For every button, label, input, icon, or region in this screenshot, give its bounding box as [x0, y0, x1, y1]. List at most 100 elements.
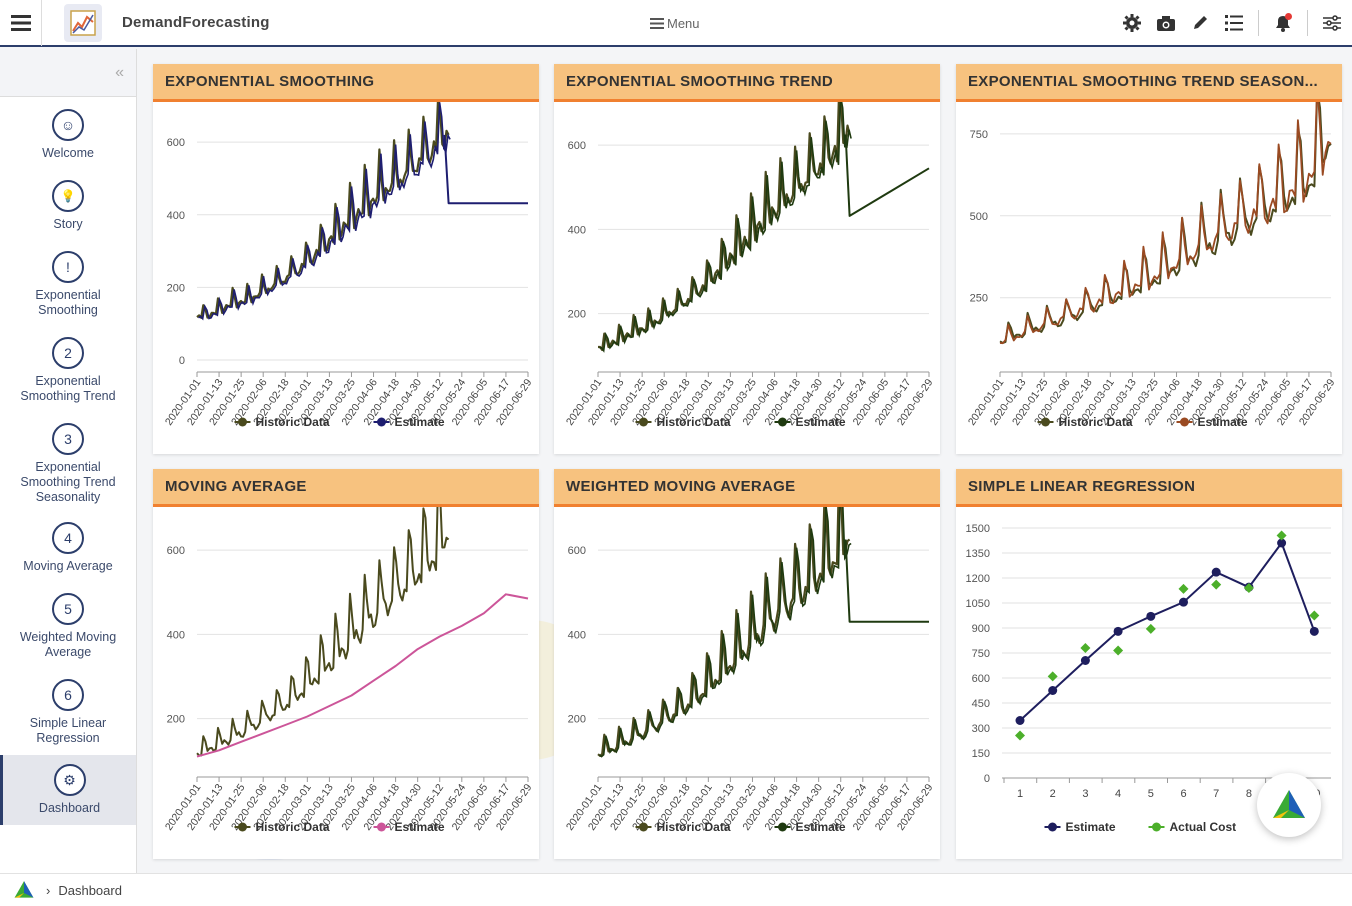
pencil-icon[interactable] — [1190, 11, 1210, 35]
y-tick-label: 400 — [568, 629, 586, 641]
y-tick-label: 600 — [167, 137, 185, 149]
actual-cost-point — [1178, 583, 1189, 594]
gear-icon[interactable] — [1122, 11, 1142, 35]
sidebar-item-label: Exponential Smoothing Trend Seasonality — [20, 460, 116, 504]
x-tick-label: 4 — [1115, 788, 1121, 800]
x-tick-label: 8 — [1246, 788, 1252, 800]
actual-cost-point — [1211, 579, 1222, 590]
legend-marker — [377, 822, 386, 832]
estimate-point — [1015, 716, 1025, 725]
menu-toggle[interactable]: Menu — [650, 16, 700, 31]
actual-cost-point — [1243, 583, 1254, 593]
series-line — [196, 507, 450, 757]
sidebar-item-moving-average[interactable]: 4 Moving Average — [0, 522, 136, 582]
legend-marker — [1180, 417, 1189, 427]
step-2-icon: 2 — [52, 337, 84, 369]
series-line — [597, 507, 851, 757]
sidebar-item-weighted-moving-average[interactable]: 5 Weighted Moving Average — [0, 593, 136, 669]
sidebar-item-welcome[interactable]: ☺ Welcome — [0, 109, 136, 169]
top-bar: DemandForecasting Menu — [0, 0, 1352, 47]
chevron-right-icon: › — [46, 882, 51, 898]
step-1-icon: ! — [52, 251, 84, 283]
y-tick-label: 200 — [568, 309, 586, 321]
actual-cost-point — [1276, 530, 1287, 541]
y-tick-label: 200 — [568, 714, 586, 726]
y-tick-label: 1500 — [966, 523, 990, 535]
x-tick-label: 1 — [1017, 788, 1023, 800]
estimate-point — [1309, 626, 1319, 636]
y-tick-label: 600 — [568, 140, 586, 152]
chart-panel: EXPONENTIAL SMOOTHING TREND SEASON... 25… — [956, 64, 1342, 454]
collapse-sidebar-icon[interactable]: « — [0, 49, 136, 97]
series-line — [599, 102, 852, 353]
actual-cost-point — [1080, 643, 1091, 653]
estimate-point — [1113, 626, 1123, 636]
bell-icon[interactable] — [1273, 11, 1293, 35]
chart-simple-linear-regression: 0 150 300 450 600 750 900 1050 1200 1350 1500 1 2 3 4 5… — [966, 523, 1331, 834]
sidebar-item-exponential-smoothing-trend-seasonality[interactable]: 3 Exponential Smoothing Trend Seasonalit… — [0, 423, 136, 513]
camera-icon[interactable] — [1156, 11, 1176, 35]
y-tick-label: 150 — [972, 748, 990, 760]
y-tick-label: 0 — [984, 773, 990, 785]
y-tick-label: 750 — [972, 648, 990, 660]
y-tick-label: 300 — [972, 723, 990, 735]
chart-exponential-smoothing: 02004006002020-01-012020-01-132020-01-25… — [163, 102, 535, 429]
app-logo — [64, 3, 102, 42]
sidebar-item-label: Exponential Smoothing Trend — [20, 374, 116, 403]
legend-marker — [238, 822, 247, 832]
estimate-point — [1179, 597, 1188, 607]
actual-cost-point — [1113, 645, 1124, 656]
legend-label: Historic Data — [657, 820, 731, 834]
dashboard-icon: ⚙ — [53, 764, 86, 796]
sidebar-item-dashboard[interactable]: ⚙ Dashboard — [0, 755, 136, 825]
panel-title: EXPONENTIAL SMOOTHING TREND — [554, 64, 940, 102]
panel-title: WEIGHTED MOVING AVERAGE — [554, 469, 940, 507]
sidebar-item-exponential-smoothing-trend[interactable]: 2 Exponential Smoothing Trend — [0, 337, 136, 413]
legend-label: Estimate — [395, 820, 445, 834]
chart-weighted-moving-average: 2004006002020-01-012020-01-132020-01-252… — [564, 507, 936, 834]
legend-marker — [778, 417, 787, 427]
app-title: DemandForecasting — [122, 14, 270, 31]
y-tick-label: 600 — [972, 673, 990, 685]
x-tick-label: 7 — [1213, 788, 1219, 800]
legend-marker — [1152, 822, 1161, 832]
legend-label: Historic Data — [1059, 415, 1133, 429]
smile-icon: ☺ — [52, 109, 84, 141]
legend-marker — [639, 822, 648, 832]
legend-label: Historic Data — [657, 415, 731, 429]
x-tick-label: 6 — [1180, 788, 1186, 800]
step-4-icon: 4 — [52, 522, 84, 554]
breadcrumb-current[interactable]: Dashboard — [58, 882, 122, 898]
legend-marker — [377, 417, 386, 427]
x-tick-label: 5 — [1148, 788, 1154, 800]
y-tick-label: 400 — [167, 629, 185, 641]
sliders-icon[interactable] — [1322, 11, 1342, 35]
sidebar-item-story[interactable]: 💡 Story — [0, 180, 136, 240]
sidebar-item-simple-linear-regression[interactable]: 6 Simple Linear Regression — [0, 679, 136, 755]
list-icon[interactable] — [1224, 11, 1244, 35]
panel-title: SIMPLE LINEAR REGRESSION — [956, 469, 1342, 507]
bottom-bar: › Dashboard — [0, 873, 1352, 906]
series-line — [999, 102, 1332, 344]
step-5-icon: 5 — [52, 593, 84, 625]
sidebar-item-label: Dashboard — [38, 801, 101, 815]
series-line — [196, 593, 529, 758]
y-tick-label: 500 — [970, 211, 988, 223]
sidebar-item-label: Moving Average — [23, 559, 113, 573]
lightbulb-icon: 💡 — [52, 180, 84, 212]
legend-marker — [778, 822, 787, 832]
logo-fab-button[interactable] — [1257, 773, 1321, 837]
sidebar-item-label: Exponential Smoothing — [35, 288, 101, 317]
series-line — [844, 134, 930, 217]
chart-panel: EXPONENTIAL SMOOTHING TREND 200 400 600 202… — [554, 64, 940, 454]
actual-cost-point — [1015, 730, 1025, 741]
y-tick-label: 0 — [179, 355, 185, 367]
legend-label: Estimate — [395, 415, 445, 429]
brand-logo-icon — [12, 880, 36, 900]
estimate-point — [1277, 538, 1287, 548]
hamburger-menu-icon[interactable] — [0, 0, 42, 46]
sidebar-item-exponential-smoothing[interactable]: ! Exponential Smoothing — [0, 251, 136, 327]
y-tick-label: 750 — [970, 129, 988, 141]
estimate-point — [1211, 567, 1221, 577]
sidebar-item-label: Story — [53, 217, 83, 231]
